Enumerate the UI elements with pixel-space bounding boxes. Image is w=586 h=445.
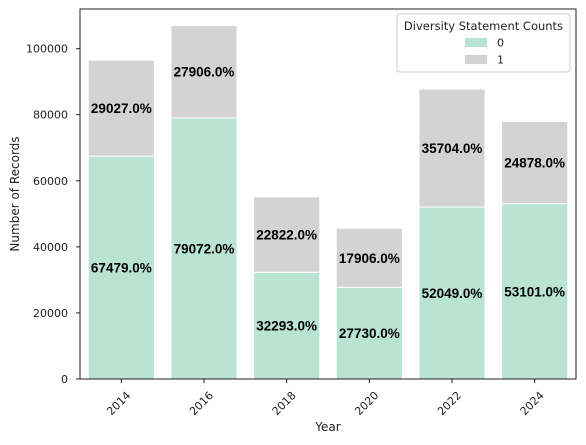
bar-series-0-2014 <box>87 155 155 380</box>
legend-label-1: 1 <box>497 54 504 67</box>
y-axis-ticks: 0 20000 40000 60000 80000 100000 <box>26 43 80 386</box>
bar-label-series-0-2022: 52049.0% <box>422 286 483 301</box>
bar-label-series-1-2024: 24878.0% <box>504 155 565 170</box>
y-axis-label: Number of Records <box>8 136 22 251</box>
bar-label-series-1-2014: 29027.0% <box>91 101 152 116</box>
bar-label-series-0-2016: 79072.0% <box>174 241 235 256</box>
bar-series-0-2024 <box>501 203 569 380</box>
x-tick-label: 2020 <box>352 389 381 418</box>
bar-series-0-2018 <box>253 271 321 380</box>
bar-label-series-0-2020: 27730.0% <box>339 326 400 341</box>
y-tick-label: 80000 <box>33 109 68 122</box>
y-tick-label: 100000 <box>26 43 68 56</box>
bar-label-series-0-2018: 32293.0% <box>256 319 317 334</box>
bar-series-1-2020 <box>335 227 403 288</box>
legend-title: Diversity Statement Counts <box>404 19 563 33</box>
x-axis-ticks: 2014 2016 2018 2020 2022 2024 <box>104 379 547 418</box>
legend-items: 01 <box>465 37 504 67</box>
x-axis-label: Year <box>314 420 340 434</box>
legend-swatch-0 <box>465 38 487 47</box>
bar-labels-group: 67479.0% 29027.0% 79072.0% 27906.0% 32293.0%… <box>91 65 565 342</box>
bar-label-series-1-2022: 35704.0% <box>422 141 483 156</box>
x-tick-label: 2018 <box>270 389 299 418</box>
bar-label-series-0-2024: 53101.0% <box>504 284 565 299</box>
bar-label-series-1-2018: 22822.0% <box>256 228 317 243</box>
bar-series-1-2024 <box>501 120 569 205</box>
x-tick-label: 2014 <box>104 389 133 418</box>
bar-label-series-1-2020: 17906.0% <box>339 251 400 266</box>
bar-label-series-1-2016: 27906.0% <box>174 65 235 80</box>
bar-series-1-2016 <box>170 25 238 119</box>
x-tick-label: 2024 <box>518 389 547 418</box>
bar-series-1-2014 <box>87 59 155 157</box>
legend-label-0: 0 <box>497 37 504 50</box>
y-tick-label: 0 <box>61 373 68 386</box>
y-tick-label: 20000 <box>33 307 68 320</box>
legend: Diversity Statement Counts 01 <box>396 13 571 73</box>
x-tick-label: 2016 <box>187 389 216 418</box>
y-tick-label: 40000 <box>33 241 68 254</box>
bar-series-1-2022 <box>418 88 486 208</box>
bar-label-series-0-2014: 67479.0% <box>91 261 152 276</box>
legend-swatch-1 <box>465 55 487 64</box>
bar-series-1-2018 <box>253 196 321 273</box>
y-tick-label: 60000 <box>33 175 68 188</box>
x-tick-label: 2022 <box>435 389 464 418</box>
plot-frame <box>79 8 577 380</box>
bars-group <box>87 25 569 380</box>
